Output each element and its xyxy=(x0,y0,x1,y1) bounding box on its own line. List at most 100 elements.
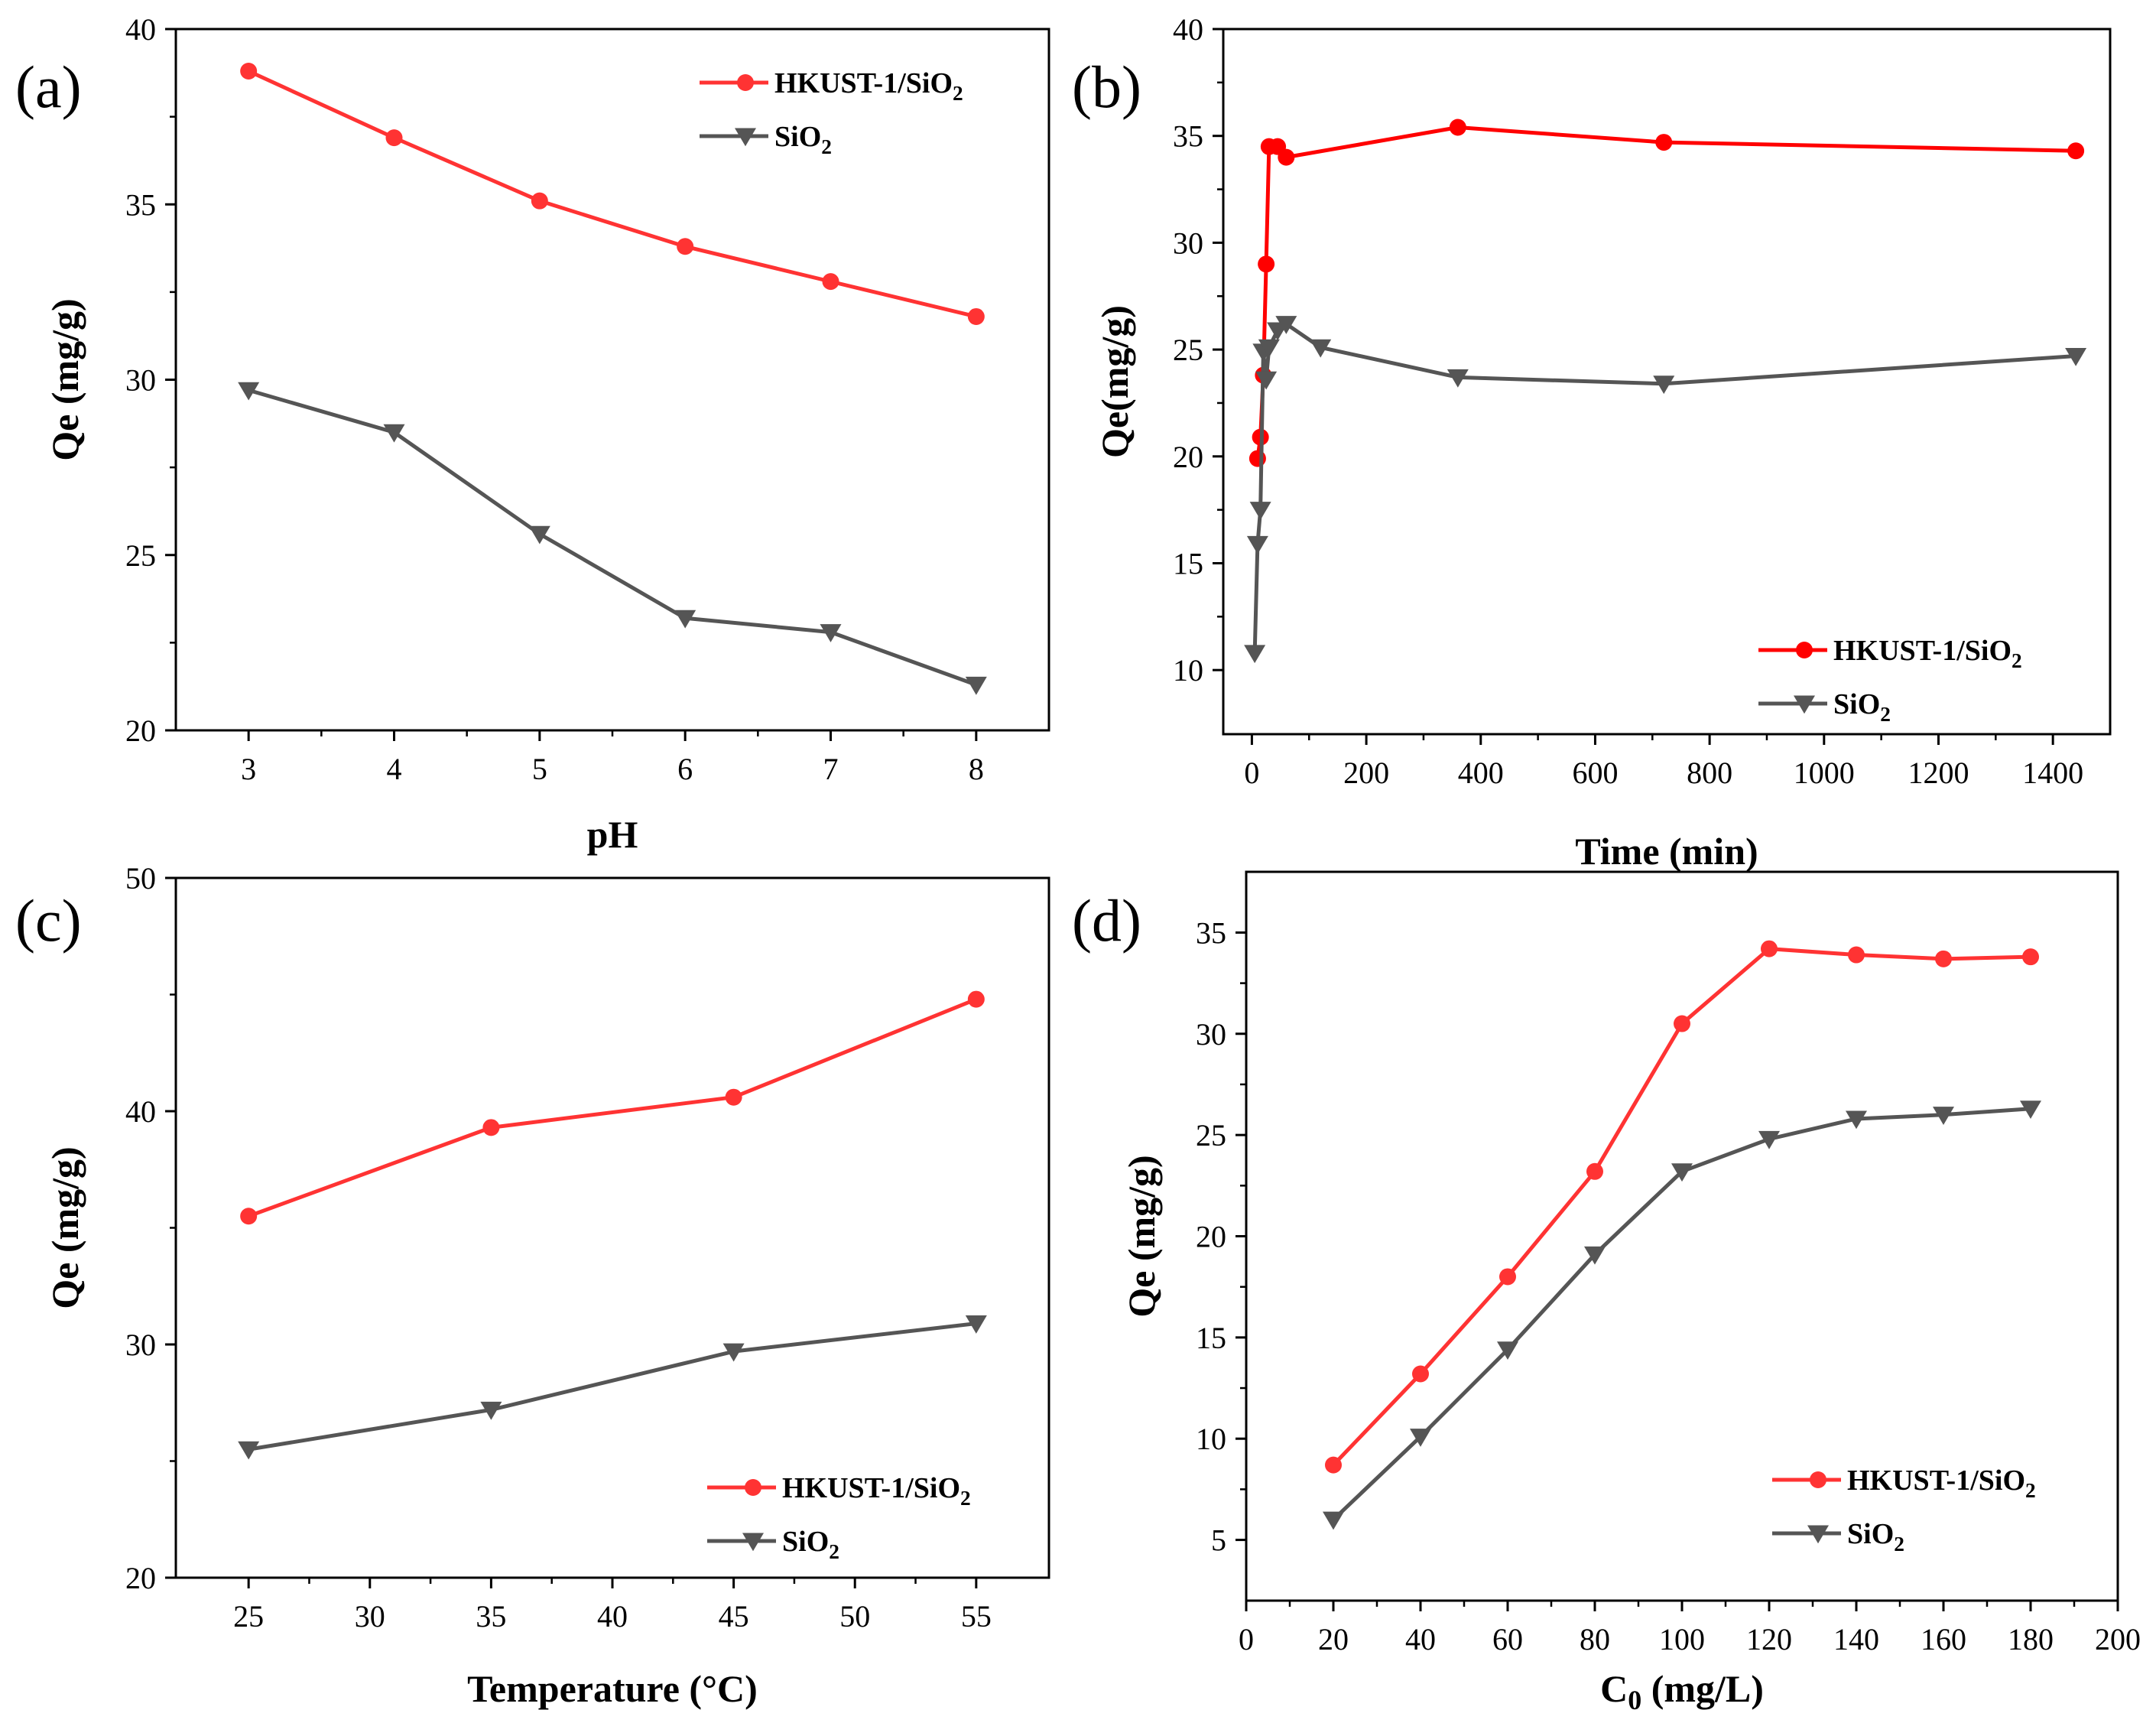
panel-d-label: (d) xyxy=(1072,887,1141,954)
panel-a-x-tick-label: 3 xyxy=(241,752,256,786)
panel-a-data-point xyxy=(531,192,548,210)
panel-a-y-tick-label: 25 xyxy=(125,538,156,573)
panel-c-legend-label: SiO2 xyxy=(782,1526,839,1563)
panel-a-legend: HKUST-1/SiO2 SiO2 xyxy=(700,67,963,158)
panel-a-data-point xyxy=(383,424,405,443)
panel-c-legend: HKUST-1/SiO2 SiO2 xyxy=(707,1472,971,1563)
panel-d-y-tick-label: 35 xyxy=(1196,915,1226,950)
panel-d-data-point xyxy=(1935,950,1952,967)
panel-d-x-axis-title: C0 (mg/L) xyxy=(1600,1667,1764,1715)
panel-c-x-tick-label: 45 xyxy=(719,1599,749,1634)
panel-b-legend-marker xyxy=(1794,695,1815,714)
panel-d-data-point xyxy=(1412,1365,1429,1383)
panel-a-data-point xyxy=(820,624,842,642)
panel-a-x-tick-label: 4 xyxy=(387,752,402,786)
panel-b-x-tick-label: 1200 xyxy=(1908,756,1969,790)
panel-c-series-line xyxy=(248,1322,977,1452)
panel-b-series-line xyxy=(1252,322,2076,653)
panel-b-legend: HKUST-1/SiO2 SiO2 xyxy=(1758,635,2022,726)
panel-c-series-sio2 xyxy=(238,1315,987,1460)
panel-b-x-tick-label: 800 xyxy=(1687,756,1732,790)
panel-a-x-tick-label: 7 xyxy=(823,752,839,786)
panel-a-chart: (a) 3 4 5 6 7 8 20 25 30 35 40 Qe (mg/g) pH HKUST-1/Si… xyxy=(15,12,1050,856)
panel-b-x-tick-label: 1400 xyxy=(2022,756,2083,790)
panel-a-data-point xyxy=(967,307,985,325)
panel-b-legend-label: SiO2 xyxy=(1833,688,1891,726)
panel-d-data-point xyxy=(1846,1110,1867,1130)
panel-b-y-tick-label: 10 xyxy=(1173,653,1203,688)
panel-c-x-tick-label: 35 xyxy=(476,1599,506,1634)
panel-d-data-point xyxy=(1848,946,1865,964)
panel-d-data-point xyxy=(1410,1429,1431,1447)
panel-b-x-tick-label: 600 xyxy=(1572,756,1618,790)
panel-b-data-point xyxy=(1447,369,1469,388)
panel-c-data-point xyxy=(725,1088,742,1106)
panel-d-legend-label: SiO2 xyxy=(1847,1518,1904,1556)
panel-b-data-point xyxy=(1278,148,1295,166)
panel-d-data-point xyxy=(2022,948,2039,966)
panel-d-x-tick-label: 100 xyxy=(1659,1622,1705,1656)
panel-a-y-tick-label: 40 xyxy=(125,12,156,47)
panel-a-x-axis-title: pH xyxy=(587,813,638,856)
panel-d-legend: HKUST-1/SiO2 SiO2 xyxy=(1772,1465,2036,1556)
panel-d-legend-label: HKUST-1/SiO2 xyxy=(1847,1465,2036,1502)
panel-b-data-point xyxy=(2067,142,2085,160)
panel-d-x-tick-label: 0 xyxy=(1239,1622,1254,1656)
panel-a-data-point xyxy=(965,676,987,695)
panel-a-y-axis-title: Qe (mg/g) xyxy=(44,298,86,460)
panel-c-y-tick-label: 50 xyxy=(125,861,156,896)
panel-c-x-tick-label: 40 xyxy=(597,1599,628,1634)
panel-c-x-axis-title: Temperature (°C) xyxy=(467,1667,758,1710)
panel-c-chart: (c) 25 30 35 40 45 50 55 20 30 40 50 Qe (mg/g) Temper… xyxy=(15,861,1050,1710)
panel-a-x-tick-label: 5 xyxy=(532,752,547,786)
panel-c-data-point xyxy=(482,1119,500,1136)
panel-d-x-tick-label: 200 xyxy=(2095,1622,2141,1656)
panel-c-label: (c) xyxy=(15,887,82,954)
panel-c-x-tick-label: 30 xyxy=(355,1599,385,1634)
panel-a-x-tick-label: 6 xyxy=(677,752,693,786)
panel-a-axes-frame xyxy=(174,28,1050,732)
panel-b-y-axis-title: Qe(mg/g) xyxy=(1093,305,1136,458)
panel-d-data-point xyxy=(2020,1100,2041,1120)
panel-c-data-point xyxy=(240,1208,258,1225)
panel-d-series-sio2 xyxy=(1323,1100,2041,1530)
panel-a-label: (a) xyxy=(15,54,82,120)
panel-b-data-point xyxy=(1275,316,1297,334)
panel-d-data-point xyxy=(1584,1246,1606,1265)
panel-a-y-tick-label: 20 xyxy=(125,714,156,748)
panel-d-y-tick-label: 30 xyxy=(1196,1017,1226,1052)
panel-b-data-point xyxy=(1653,375,1675,395)
panel-b-data-point xyxy=(1255,371,1278,390)
panel-c-x-tick-label: 25 xyxy=(233,1599,264,1634)
panel-d-data-point xyxy=(1499,1268,1516,1286)
panel-d-x-tick-label: 20 xyxy=(1318,1622,1349,1656)
panel-b-data-point xyxy=(1449,119,1466,136)
panel-d-y-tick-label: 15 xyxy=(1196,1321,1226,1355)
panel-b-x-axis-title: Time (min) xyxy=(1575,830,1758,873)
panel-a-legend-marker xyxy=(737,74,754,91)
panel-c-x-tick-label: 50 xyxy=(839,1599,870,1634)
panel-b-y-tick-label: 40 xyxy=(1173,12,1203,47)
panel-c-y-tick-label: 20 xyxy=(125,1561,156,1595)
panel-c-data-point xyxy=(480,1401,502,1420)
panel-d-data-point xyxy=(1586,1162,1603,1180)
panel-a-data-point xyxy=(822,273,839,291)
panel-d-x-tick-label: 140 xyxy=(1833,1622,1879,1656)
panel-a-series-line xyxy=(248,388,977,687)
panel-d-x-tick-label: 180 xyxy=(2008,1622,2054,1656)
panel-b-x-tick-label: 1000 xyxy=(1794,756,1855,790)
panel-b-chart: (b) 0 200 400 600 800 1000 1200 1400 10 15 20 25 30 35… xyxy=(1072,12,2112,873)
panel-b-series-hkust xyxy=(1248,119,2085,467)
panel-a-series-sio2 xyxy=(238,382,987,695)
panel-a-y-tick-label: 35 xyxy=(125,187,156,222)
panel-b-data-point xyxy=(1258,255,1275,273)
panel-d-series-hkust xyxy=(1325,940,2039,1474)
panel-b-data-point xyxy=(1246,535,1268,554)
panel-b-data-point xyxy=(1310,339,1332,358)
panel-b-x-tick-label: 400 xyxy=(1458,756,1504,790)
panel-a-x-tick-label: 8 xyxy=(969,752,984,786)
panel-d-x-tick-label: 60 xyxy=(1492,1622,1523,1656)
panel-b-data-point xyxy=(2065,347,2087,366)
panel-b-label: (b) xyxy=(1072,54,1141,120)
panel-a-series-hkust xyxy=(240,63,985,325)
